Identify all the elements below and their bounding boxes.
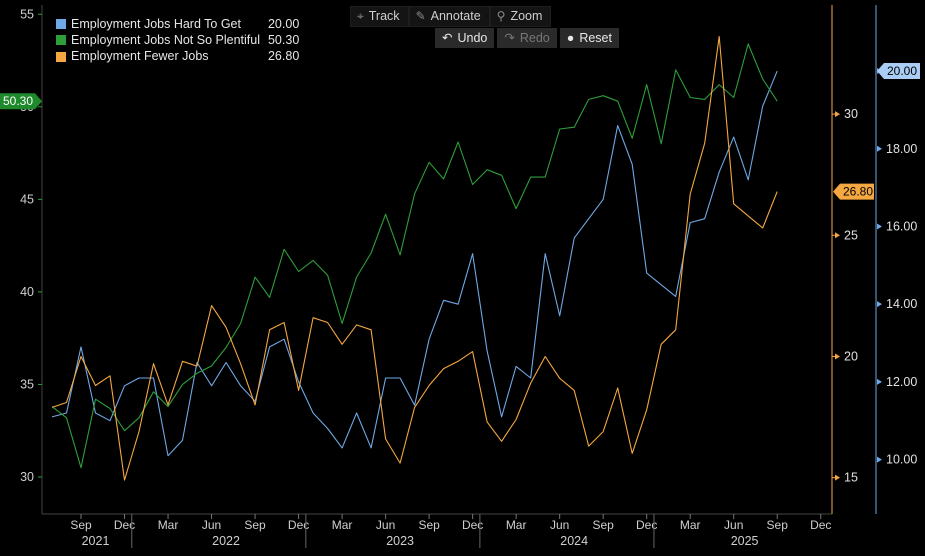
legend-swatch: [56, 51, 66, 62]
history-toolbar: ↶ Undo ↷ Redo ● Reset: [435, 28, 619, 48]
x-tick-label: Sep: [70, 518, 92, 532]
magnifier-icon: ⚲: [496, 9, 506, 23]
x-tick-label: Mar: [158, 518, 179, 532]
blue-y-tick-label: 18.00: [886, 142, 917, 156]
last-value-tag-label: 50.30: [3, 94, 33, 108]
left-y-tick-label: 45: [20, 192, 34, 206]
undo-icon: ↶: [442, 31, 453, 45]
last-value-tag: [877, 63, 920, 80]
legend-label: Employment Fewer Jobs: [71, 49, 209, 64]
left-y-tick-label: 55: [20, 7, 34, 21]
x-tick-label: Dec: [288, 518, 309, 532]
last-value-tag-label: 20.00: [887, 64, 917, 78]
x-tick-label: Mar: [680, 518, 701, 532]
crosshair-icon: ⌖: [357, 9, 364, 23]
x-tick-label: Mar: [332, 518, 353, 532]
x-axis: Sep Dec Mar Jun Sep Dec Mar Jun Sep Dec Mar Jun Sep D…: [70, 514, 831, 548]
right-y-axis-blue: 10.00 12.00 14.00 16.00 18.00 20.00: [877, 64, 917, 467]
reset-label: Reset: [579, 31, 612, 45]
redo-button[interactable]: ↷ Redo: [497, 28, 557, 48]
x-tick-label: Jun: [550, 518, 569, 532]
x-tick-label: Mar: [506, 518, 527, 532]
year-label: 2023: [386, 534, 414, 548]
right-y-axis-orange: 15 20 25 30: [832, 107, 858, 485]
redo-label: Redo: [519, 31, 550, 45]
last-value-tags: 50.30 26.80 20.00: [0, 63, 920, 200]
legend-value: 50.30: [267, 33, 300, 48]
legend: Employment Jobs Hard To Get 20.00 Employ…: [52, 15, 304, 66]
blue-y-tick-label: 16.00: [886, 219, 917, 233]
series-line-employment-jobs-not-so-plentiful: [51, 43, 778, 469]
blue-y-tick-label: 12.00: [886, 375, 917, 389]
annotate-label: Annotate: [430, 9, 481, 23]
legend-value: 26.80: [267, 49, 300, 64]
legend-item-hard-to-get[interactable]: Employment Jobs Hard To Get 20.00: [56, 16, 299, 32]
pencil-icon: ✎: [415, 9, 426, 23]
blue-y-tick-label: 14.00: [886, 297, 917, 311]
year-label: 2021: [82, 534, 110, 548]
series-layer: [51, 35, 778, 481]
chart-toolbar: ⌖ Track ✎ Annotate ⚲ Zoom: [350, 6, 552, 27]
reset-button[interactable]: ● Reset: [559, 28, 619, 48]
x-tick-label: Dec: [462, 518, 483, 532]
blue-tick-marker: [877, 456, 882, 463]
x-tick-label: Sep: [244, 518, 266, 532]
series-line-employment-jobs-hard-to-get: [51, 70, 778, 457]
orange-tick-marker: [835, 353, 840, 360]
x-tick-label: Jun: [376, 518, 395, 532]
legend-item-fewer-jobs[interactable]: Employment Fewer Jobs 26.80: [56, 48, 299, 64]
x-tick-label: Sep: [418, 518, 440, 532]
year-label: 2024: [560, 534, 588, 548]
grid-lines: [41, 5, 877, 515]
x-tick-label: Sep: [592, 518, 614, 532]
left-y-axis: 303540455055: [20, 7, 42, 484]
x-tick-label: Dec: [636, 518, 657, 532]
left-y-tick-label: 40: [20, 285, 34, 299]
orange-y-tick-label: 30: [844, 107, 858, 121]
orange-tick-marker: [835, 474, 840, 481]
last-value-tag: [833, 183, 874, 200]
zoom-label: Zoom: [510, 9, 543, 23]
track-button[interactable]: ⌖ Track: [350, 6, 409, 27]
legend-item-not-so-plentiful[interactable]: Employment Jobs Not So Plentiful 50.30: [56, 32, 299, 48]
x-tick-label: Sep: [767, 518, 789, 532]
track-label: Track: [368, 9, 400, 23]
x-tick-label: Dec: [114, 518, 135, 532]
orange-y-tick-label: 25: [844, 228, 858, 242]
legend-value: 20.00: [267, 17, 300, 31]
blue-tick-marker: [877, 223, 882, 230]
undo-button[interactable]: ↶ Undo: [435, 28, 495, 48]
last-value-tag: [0, 93, 42, 110]
x-tick-label: Dec: [810, 518, 831, 532]
x-tick-label: Jun: [724, 518, 743, 532]
left-y-tick-label: 30: [20, 470, 34, 484]
left-y-tick-label: 35: [20, 377, 34, 391]
zoom-button[interactable]: ⚲ Zoom: [489, 6, 552, 27]
reset-icon: ●: [566, 31, 575, 45]
blue-y-tick-label: 10.00: [886, 453, 917, 467]
year-label: 2022: [212, 534, 240, 548]
blue-tick-marker: [877, 145, 882, 152]
orange-y-tick-label: 20: [844, 349, 858, 363]
last-value-tag-label: 26.80: [843, 185, 873, 199]
orange-y-tick-label: 15: [844, 471, 858, 485]
legend-swatch: [56, 19, 66, 30]
blue-tick-marker: [877, 378, 882, 385]
annotate-button[interactable]: ✎ Annotate: [408, 6, 490, 27]
series-line-employment-fewer-jobs: [51, 35, 778, 481]
blue-tick-marker: [877, 301, 882, 308]
orange-tick-marker: [835, 232, 840, 239]
undo-label: Undo: [457, 31, 488, 45]
year-label: 2025: [731, 534, 759, 548]
x-tick-label: Jun: [202, 518, 221, 532]
redo-icon: ↷: [504, 31, 515, 45]
legend-swatch: [56, 35, 66, 46]
legend-label: Employment Jobs Hard To Get: [71, 17, 241, 31]
orange-tick-marker: [835, 111, 840, 118]
legend-label: Employment Jobs Not So Plentiful: [71, 33, 260, 48]
